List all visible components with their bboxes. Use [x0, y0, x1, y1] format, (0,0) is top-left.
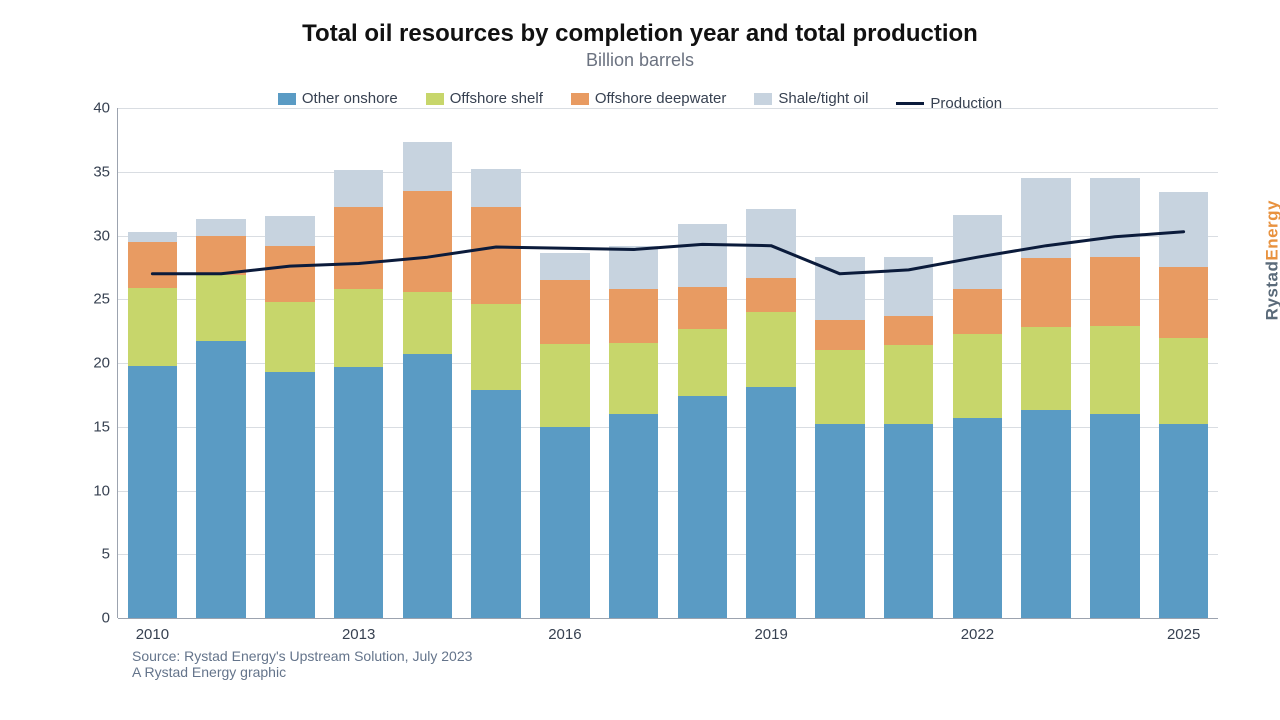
y-tick-label: 20	[70, 355, 110, 372]
x-tick-label: 2025	[1167, 626, 1200, 643]
brand-part-1: Rystad	[1262, 261, 1280, 321]
x-tick-label: 2013	[342, 626, 375, 643]
y-tick-label: 40	[70, 100, 110, 117]
x-tick-label: 2010	[136, 626, 169, 643]
brand-logo: RystadEnergy	[1262, 200, 1280, 320]
x-axis	[118, 618, 1218, 619]
x-tick-label: 2022	[961, 626, 994, 643]
legend-item-offshore_shelf: Offshore shelf	[426, 90, 543, 107]
plot-area	[118, 108, 1218, 618]
legend-item-shale_tight: Shale/tight oil	[754, 90, 868, 107]
y-tick-label: 10	[70, 482, 110, 499]
y-tick-label: 0	[70, 610, 110, 627]
chart-subtitle: Billion barrels	[0, 50, 1280, 71]
y-tick-label: 35	[70, 163, 110, 180]
production-line	[118, 108, 1218, 618]
legend-label: Other onshore	[302, 90, 398, 107]
source-line-1: Source: Rystad Energy's Upstream Solutio…	[132, 648, 472, 664]
legend-label: Offshore shelf	[450, 90, 543, 107]
source-attribution: Source: Rystad Energy's Upstream Solutio…	[132, 648, 472, 680]
source-line-2: A Rystad Energy graphic	[132, 664, 472, 680]
legend-item-other_onshore: Other onshore	[278, 90, 398, 107]
legend-line-swatch	[896, 102, 924, 105]
legend-swatch	[754, 93, 772, 105]
legend-item-offshore_deepwater: Offshore deepwater	[571, 90, 726, 107]
title-block: Total oil resources by completion year a…	[0, 20, 1280, 71]
y-tick-label: 30	[70, 227, 110, 244]
legend-label: Offshore deepwater	[595, 90, 726, 107]
legend-label: Shale/tight oil	[778, 90, 868, 107]
x-tick-label: 2019	[754, 626, 787, 643]
legend-swatch	[426, 93, 444, 105]
chart-title: Total oil resources by completion year a…	[0, 20, 1280, 48]
legend-swatch	[571, 93, 589, 105]
legend-swatch	[278, 93, 296, 105]
y-axis	[117, 108, 118, 618]
chart-container: Total oil resources by completion year a…	[0, 0, 1280, 720]
x-tick-label: 2016	[548, 626, 581, 643]
brand-part-2: Energy	[1262, 200, 1280, 261]
y-tick-label: 25	[70, 291, 110, 308]
y-tick-label: 15	[70, 418, 110, 435]
y-tick-label: 5	[70, 546, 110, 563]
